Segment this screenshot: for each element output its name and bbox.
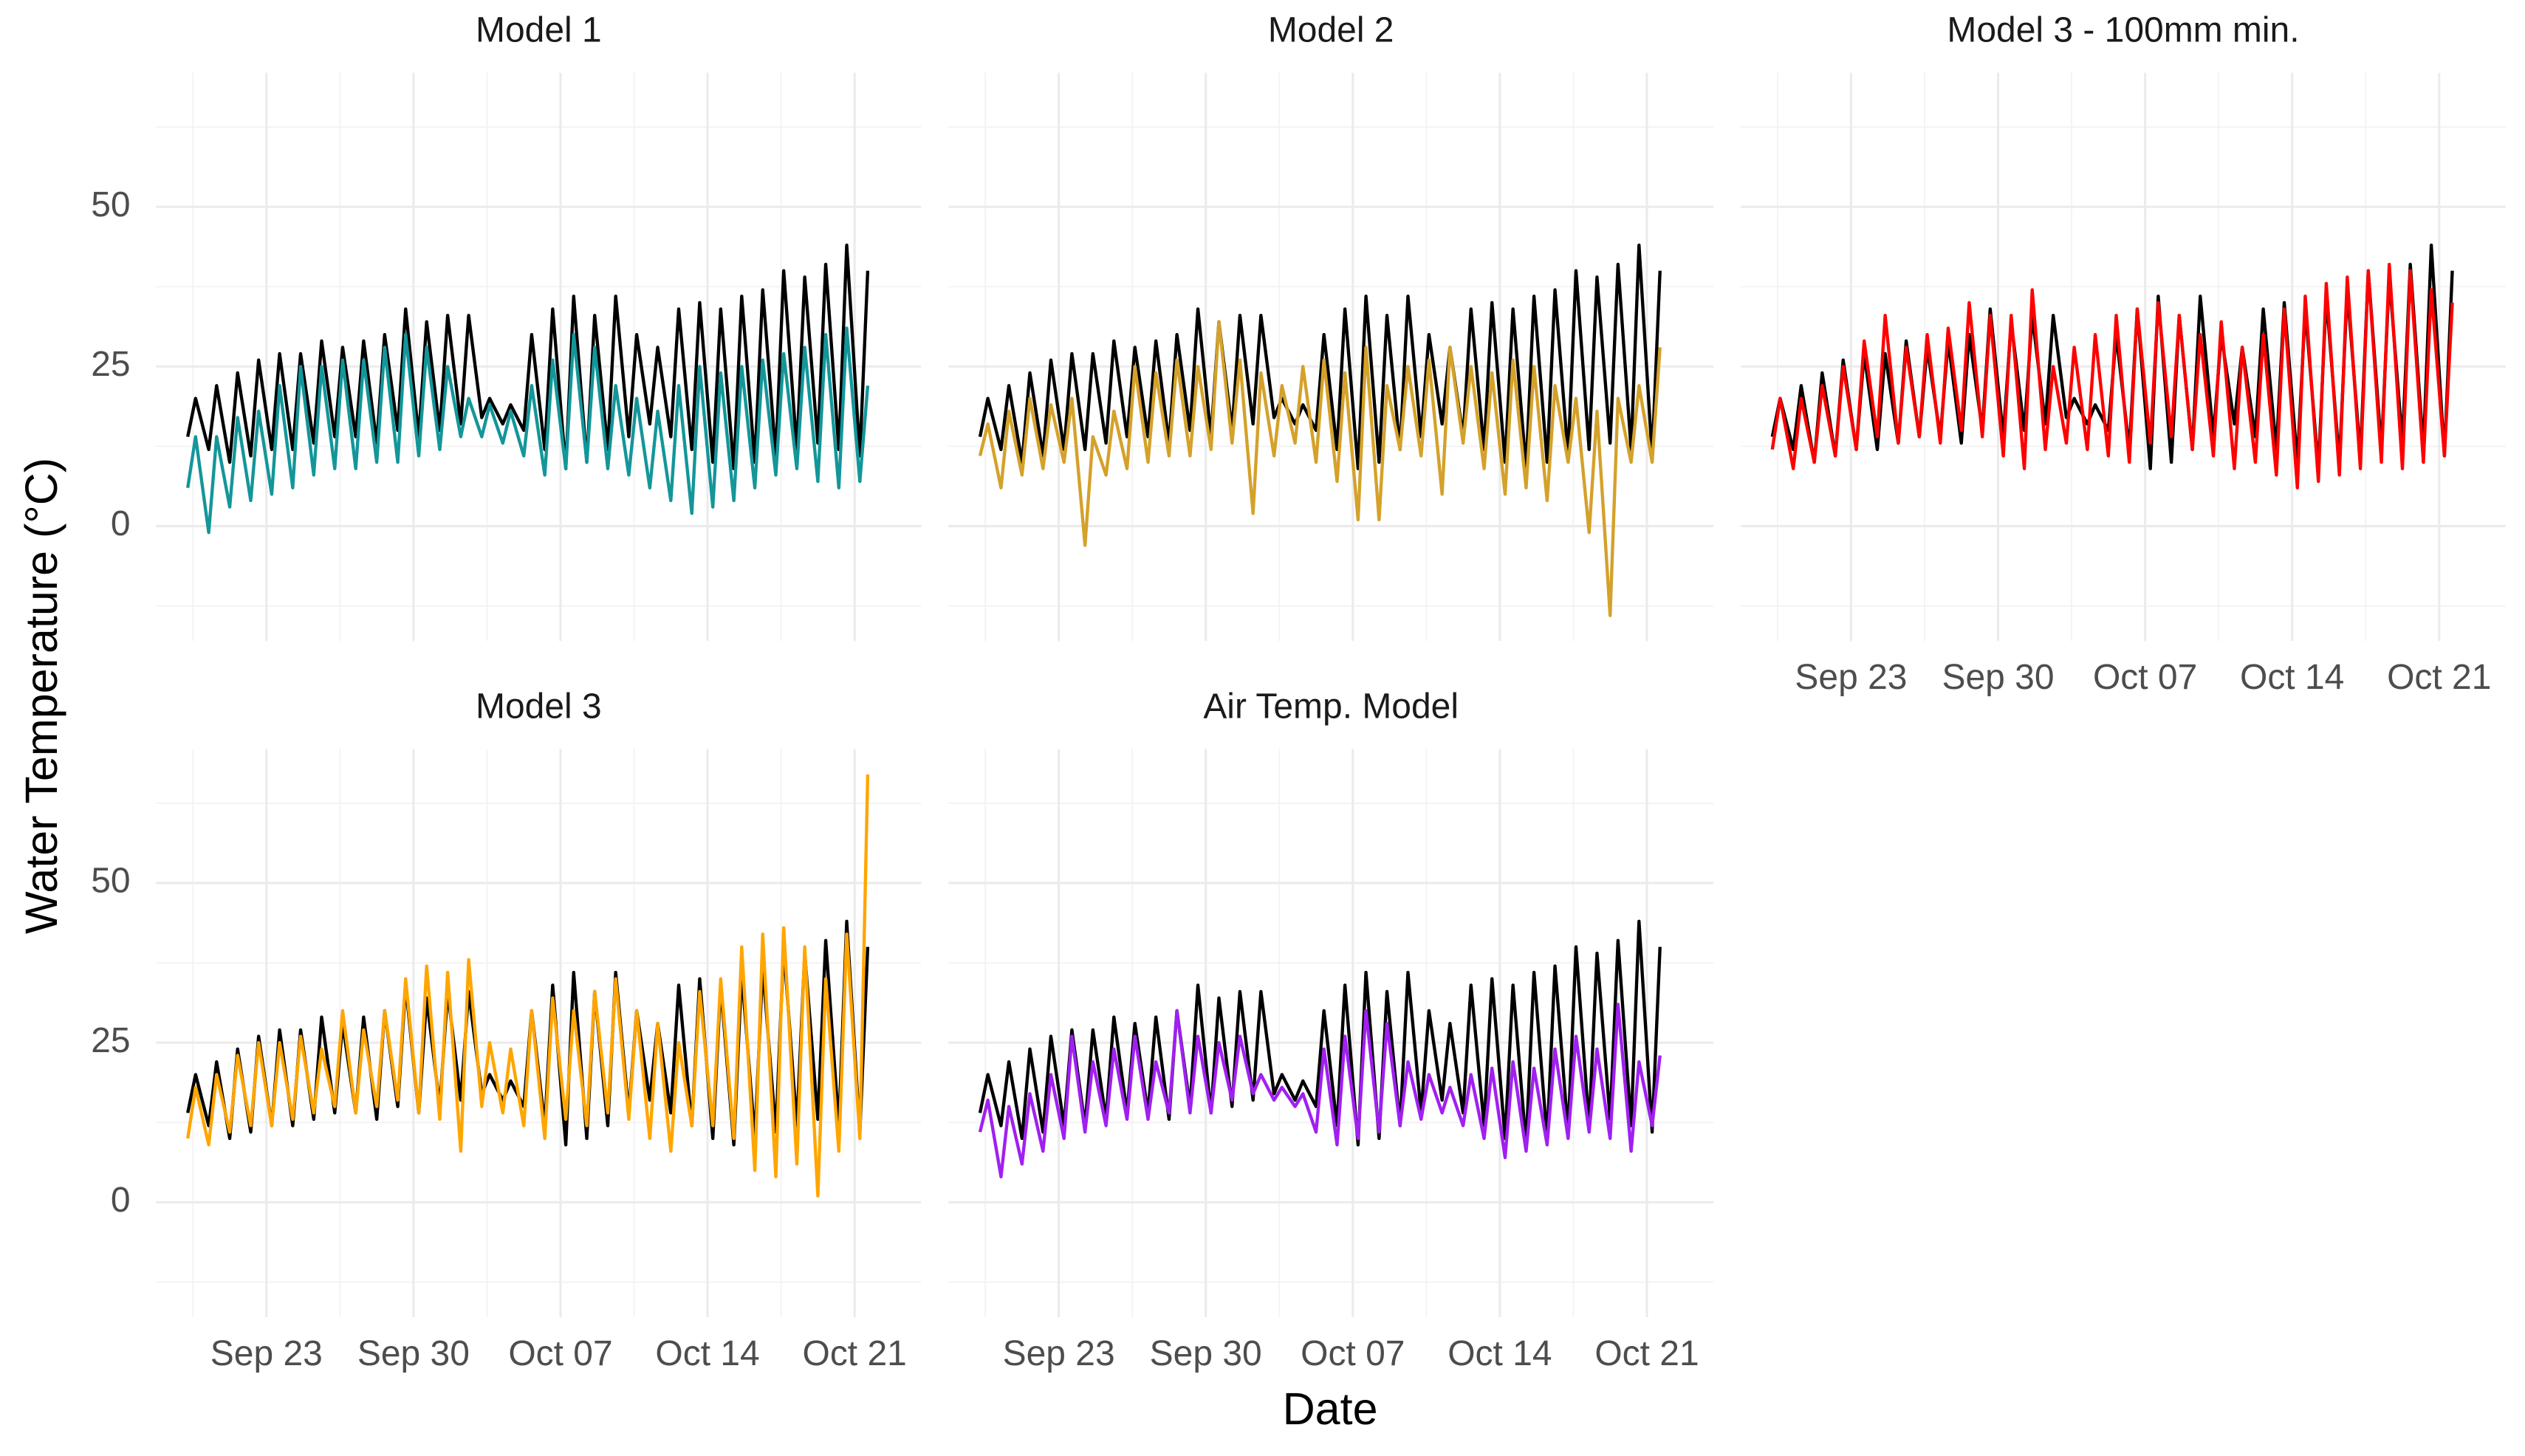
x-tick-label: Oct 07 bbox=[1301, 1334, 1405, 1373]
x-tick-label: Oct 07 bbox=[2093, 658, 2197, 697]
series-line bbox=[186, 326, 870, 535]
series-line bbox=[186, 774, 870, 1198]
x-tick-label: Oct 14 bbox=[2240, 658, 2344, 697]
panel-title: Model 3 - 100mm min. bbox=[1947, 11, 2299, 50]
y-tick-label: 25 bbox=[91, 1021, 130, 1060]
y-tick-label: 0 bbox=[111, 1181, 131, 1220]
x-tick-label: Sep 30 bbox=[357, 1334, 470, 1373]
x-tick-label: Sep 23 bbox=[1003, 1334, 1115, 1373]
x-tick-label: Oct 21 bbox=[1594, 1334, 1699, 1373]
panel-title: Model 3 bbox=[476, 687, 602, 727]
series-line bbox=[978, 320, 1662, 617]
x-tick-label: Sep 23 bbox=[1795, 658, 1907, 697]
y-tick-label: 50 bbox=[91, 185, 130, 224]
x-tick-label: Oct 07 bbox=[508, 1334, 612, 1373]
x-tick-label: Oct 21 bbox=[803, 1334, 907, 1373]
panel-title: Air Temp. Model bbox=[1203, 687, 1459, 727]
series-line bbox=[186, 919, 870, 1147]
panel-title: Model 1 bbox=[476, 11, 602, 50]
x-tick-label: Sep 30 bbox=[1942, 658, 2054, 697]
y-tick-label: 50 bbox=[91, 862, 130, 901]
panel-title: Model 2 bbox=[1268, 11, 1394, 50]
y-axis-title: Water Temperature (°C) bbox=[16, 458, 66, 934]
x-tick-label: Oct 14 bbox=[655, 1334, 759, 1373]
series-line bbox=[1770, 262, 2454, 490]
x-axis-title: Date bbox=[1283, 1384, 1378, 1434]
x-tick-label: Sep 30 bbox=[1150, 1334, 1262, 1373]
series-line bbox=[978, 243, 1662, 470]
y-tick-label: 0 bbox=[111, 504, 131, 543]
x-tick-label: Sep 23 bbox=[210, 1334, 323, 1373]
series-line bbox=[978, 1003, 1662, 1178]
y-tick-label: 25 bbox=[91, 345, 130, 384]
x-tick-label: Oct 14 bbox=[1447, 1334, 1552, 1373]
x-tick-label: Oct 21 bbox=[2387, 658, 2491, 697]
